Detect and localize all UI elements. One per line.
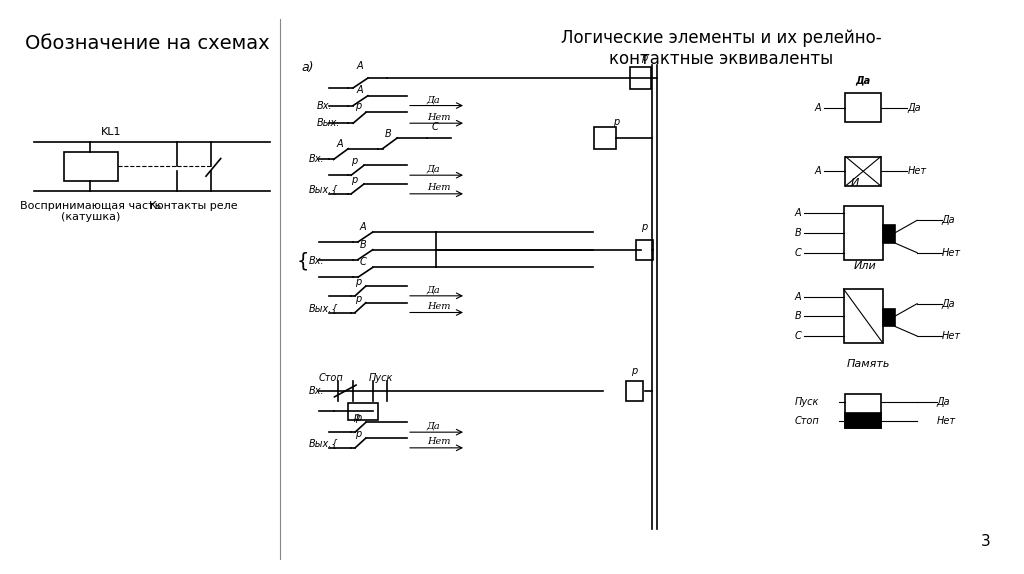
- Text: C: C: [795, 247, 801, 258]
- Text: Вх.: Вх.: [309, 257, 325, 266]
- Text: p: p: [641, 222, 647, 232]
- Text: C: C: [360, 257, 367, 267]
- Text: B: B: [360, 240, 367, 250]
- Text: Да: Да: [427, 285, 440, 294]
- Text: C: C: [431, 122, 438, 132]
- Bar: [883, 309, 895, 326]
- Text: Нет: Нет: [942, 247, 961, 258]
- Text: Нет: Нет: [942, 331, 961, 341]
- Text: Стоп: Стоп: [318, 373, 343, 383]
- Text: Да: Да: [427, 422, 440, 430]
- Text: B: B: [795, 228, 801, 238]
- Text: Нет: Нет: [907, 166, 927, 176]
- Text: p: p: [355, 429, 361, 439]
- Text: p: p: [355, 294, 361, 304]
- Bar: [846, 394, 881, 428]
- Text: p: p: [355, 102, 361, 111]
- Text: KL1: KL1: [101, 127, 122, 137]
- Text: И: И: [851, 178, 859, 188]
- Text: p: p: [641, 53, 647, 63]
- Text: Обозначение на схемах: Обозначение на схемах: [25, 34, 269, 53]
- Text: Логические элементы и их релейно-
контактные эквиваленты: Логические элементы и их релейно- контак…: [560, 29, 882, 68]
- Text: Да: Да: [427, 165, 440, 174]
- Bar: [348, 403, 378, 420]
- Text: p: p: [351, 175, 357, 185]
- Text: C: C: [795, 331, 801, 341]
- Bar: [626, 381, 643, 401]
- Text: A: A: [795, 292, 801, 302]
- Text: Контакты реле: Контакты реле: [148, 201, 238, 211]
- Text: Да: Да: [942, 298, 955, 309]
- Text: Нет: Нет: [427, 302, 451, 311]
- Text: Да: Да: [907, 103, 921, 113]
- Text: A: A: [360, 222, 367, 232]
- Text: Да: Да: [427, 95, 440, 104]
- Bar: [846, 413, 881, 428]
- Text: Вых.: Вых.: [316, 118, 340, 128]
- Text: Вх.: Вх.: [316, 100, 333, 111]
- Text: Вых.{: Вых.{: [309, 438, 339, 448]
- Text: Нет: Нет: [937, 416, 955, 426]
- Text: Вых.{: Вых.{: [309, 302, 339, 313]
- Text: A: A: [356, 61, 362, 71]
- Text: Нет: Нет: [427, 184, 451, 192]
- Text: p: p: [353, 412, 359, 422]
- Text: Стоп: Стоп: [795, 416, 819, 426]
- Text: {: {: [297, 252, 309, 271]
- Text: p: p: [355, 413, 361, 424]
- Text: p: p: [351, 156, 357, 166]
- Bar: [636, 240, 653, 259]
- Bar: [630, 67, 651, 89]
- Text: A: A: [795, 208, 801, 219]
- Text: Нет: Нет: [427, 437, 451, 447]
- Text: Воспринимающая часть
(катушка): Воспринимающая часть (катушка): [19, 201, 161, 222]
- Text: Вых.{: Вых.{: [309, 184, 339, 194]
- Text: Память: Память: [847, 359, 890, 370]
- Bar: [846, 93, 881, 122]
- Text: p: p: [632, 366, 638, 377]
- Text: p: p: [355, 277, 361, 287]
- Text: Пуск: Пуск: [795, 397, 819, 407]
- Text: Вх.: Вх.: [309, 386, 325, 396]
- Bar: [63, 152, 118, 181]
- Text: A: A: [814, 166, 820, 176]
- Bar: [883, 225, 895, 243]
- Text: Да: Да: [855, 75, 870, 85]
- Text: 3: 3: [981, 534, 990, 549]
- Text: Пуск: Пуск: [369, 373, 393, 383]
- Text: Вх.: Вх.: [309, 154, 325, 165]
- Bar: [594, 127, 616, 149]
- Text: B: B: [385, 129, 391, 139]
- Bar: [846, 157, 881, 186]
- Text: A: A: [337, 139, 343, 149]
- Text: а): а): [301, 61, 313, 75]
- Text: Нет: Нет: [427, 113, 451, 122]
- Bar: [844, 289, 883, 343]
- Bar: [844, 205, 883, 259]
- Text: B: B: [795, 312, 801, 321]
- Text: p: p: [612, 117, 620, 127]
- Text: A: A: [356, 85, 362, 95]
- Text: Да: Да: [942, 215, 955, 226]
- Text: Да: Да: [937, 397, 950, 407]
- Text: A: A: [814, 103, 820, 113]
- Text: Или: Или: [854, 261, 877, 272]
